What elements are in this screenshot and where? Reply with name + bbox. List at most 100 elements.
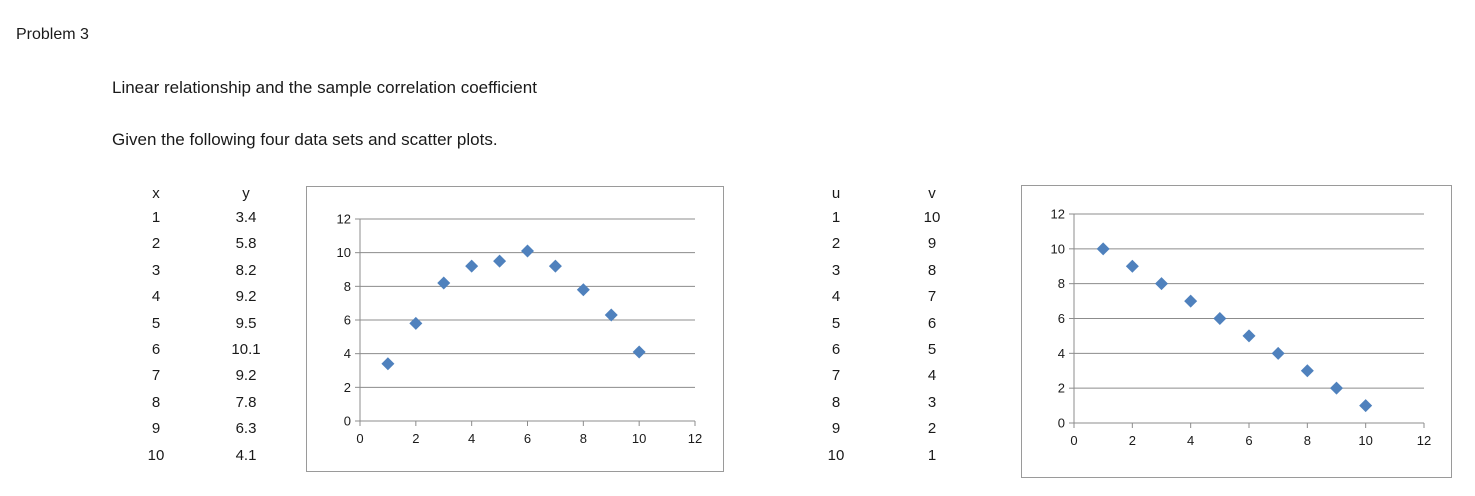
table2-v-cell: 3 bbox=[927, 393, 937, 411]
data-point bbox=[604, 308, 618, 322]
x-tick-label: 4 bbox=[1187, 433, 1194, 448]
table2-v-cell: 8 bbox=[927, 261, 937, 279]
y-tick-label: 2 bbox=[344, 380, 351, 395]
table2-u-cell: 5 bbox=[831, 314, 841, 332]
data-point bbox=[493, 254, 507, 268]
data-point bbox=[1271, 346, 1285, 360]
table1-y-cell: 3.4 bbox=[235, 209, 257, 226]
table1-x-cell: 5 bbox=[151, 314, 161, 332]
table1-y-cell: 6.3 bbox=[235, 420, 257, 438]
table2-v-cell: 10 bbox=[923, 209, 941, 226]
table1-x-cell: 3 bbox=[151, 261, 161, 279]
table2-u-cell: 2 bbox=[831, 235, 841, 253]
table1-y-cell: 5.8 bbox=[235, 235, 257, 253]
y-tick-label: 0 bbox=[1058, 416, 1065, 431]
y-tick-label: 12 bbox=[337, 212, 351, 227]
table2-u-cell: 6 bbox=[831, 340, 841, 358]
table1-y-cell: 7.8 bbox=[235, 393, 257, 411]
table2-v-cell: 5 bbox=[927, 340, 937, 358]
data-point bbox=[1155, 277, 1168, 291]
table1-x-cell: 10 bbox=[147, 446, 165, 464]
x-tick-label: 2 bbox=[412, 431, 419, 446]
table2-u-cell: 9 bbox=[831, 420, 841, 438]
table2-v-cell: 1 bbox=[927, 446, 937, 464]
table1-y-cell: 9.2 bbox=[235, 288, 257, 306]
table1-y-column: y 3.4 5.8 8.2 9.2 9.5 10.1 9.2 7.8 6.3 4… bbox=[222, 183, 270, 469]
x-tick-label: 6 bbox=[1245, 433, 1252, 448]
table1-x-column: x 1 2 3 4 5 6 7 8 9 10 bbox=[140, 183, 172, 469]
table1-y-cell: 9.5 bbox=[235, 314, 257, 332]
table2-v-cell: 4 bbox=[927, 367, 937, 385]
table1-y-cell: 9.2 bbox=[235, 367, 257, 385]
scatter-chart-uv: 0 2 4 6 8 10 12 0 2 4 6 8 10 12 bbox=[1021, 185, 1452, 478]
data-point bbox=[381, 357, 395, 371]
y-tick-label: 6 bbox=[1058, 311, 1065, 326]
y-tick-label: 4 bbox=[1058, 346, 1065, 361]
instructions-text: Given the following four data sets and s… bbox=[112, 130, 498, 149]
data-point bbox=[548, 259, 562, 273]
x-tick-label: 2 bbox=[1129, 433, 1136, 448]
table1-y-cell: 4.1 bbox=[235, 446, 257, 464]
table1-y-cell: 8.2 bbox=[235, 261, 257, 279]
x-tick-label: 12 bbox=[688, 431, 702, 446]
table2-v-cell: 2 bbox=[927, 420, 937, 438]
x-tick-label: 4 bbox=[468, 431, 475, 446]
table1-x-cell: 7 bbox=[151, 367, 161, 385]
data-point bbox=[465, 259, 479, 273]
table2-v-cell: 6 bbox=[927, 314, 937, 332]
table1-x-header: x bbox=[152, 185, 160, 202]
data-point bbox=[1359, 399, 1373, 413]
table2-u-cell: 1 bbox=[831, 209, 841, 226]
table1-x-cell: 6 bbox=[151, 340, 161, 358]
data-point bbox=[521, 244, 534, 258]
y-tick-label: 8 bbox=[344, 279, 351, 294]
y-tick-label: 6 bbox=[344, 313, 351, 328]
scatter-plot-xy: 0 2 4 6 8 10 12 0 2 4 6 8 10 12 bbox=[337, 212, 703, 447]
table1-x-cell: 8 bbox=[151, 393, 161, 411]
table2-v-column: v 10 9 8 7 6 5 4 3 2 1 bbox=[912, 183, 952, 469]
table2-v-cell: 7 bbox=[927, 288, 937, 306]
data-point bbox=[1125, 259, 1139, 273]
table2-v-cell: 9 bbox=[927, 235, 937, 253]
table1-x-cell: 4 bbox=[151, 288, 161, 306]
y-tick-label: 8 bbox=[1058, 276, 1065, 291]
table1-x-cell: 9 bbox=[151, 420, 161, 438]
data-point bbox=[437, 276, 451, 290]
table2-u-cell: 4 bbox=[831, 288, 841, 306]
x-tick-label: 8 bbox=[1304, 433, 1311, 448]
y-tick-label: 10 bbox=[1051, 241, 1065, 256]
scatter-plot-uv: 0 2 4 6 8 10 12 0 2 4 6 8 10 12 bbox=[1051, 207, 1432, 449]
y-tick-label: 12 bbox=[1051, 207, 1065, 222]
x-tick-label: 12 bbox=[1417, 433, 1431, 448]
problem-title: Problem 3 bbox=[16, 26, 89, 43]
table1-x-cell: 2 bbox=[151, 235, 161, 253]
table1-y-header: y bbox=[242, 185, 250, 202]
data-point bbox=[1242, 329, 1256, 343]
scatter-chart-xy: 0 2 4 6 8 10 12 0 2 4 6 8 10 12 bbox=[306, 186, 724, 472]
y-tick-label: 0 bbox=[344, 414, 351, 429]
y-tick-label: 4 bbox=[344, 346, 351, 361]
table1-y-cell: 10.1 bbox=[231, 340, 261, 358]
data-point bbox=[1300, 364, 1314, 378]
data-point bbox=[1330, 381, 1343, 395]
table2-u-column: u 1 2 3 4 5 6 7 8 9 10 bbox=[818, 183, 854, 469]
table2-u-cell: 8 bbox=[831, 393, 841, 411]
data-point bbox=[632, 345, 646, 359]
x-tick-label: 6 bbox=[524, 431, 531, 446]
data-point bbox=[1096, 242, 1110, 256]
data-point bbox=[409, 316, 423, 330]
data-point bbox=[1184, 294, 1198, 308]
table1-x-cell: 1 bbox=[151, 209, 161, 226]
data-point bbox=[1213, 312, 1227, 325]
table2-u-cell: 7 bbox=[831, 367, 841, 385]
table2-u-header: u bbox=[831, 185, 841, 202]
y-tick-label: 10 bbox=[337, 245, 351, 260]
y-tick-label: 2 bbox=[1058, 381, 1065, 396]
table2-u-cell: 10 bbox=[827, 446, 845, 464]
data-point bbox=[576, 283, 590, 297]
x-tick-label: 0 bbox=[1070, 433, 1077, 448]
x-tick-label: 8 bbox=[580, 431, 587, 446]
topic-heading: Linear relationship and the sample corre… bbox=[112, 78, 537, 97]
table2-u-cell: 3 bbox=[831, 261, 841, 279]
x-tick-label: 0 bbox=[356, 431, 363, 446]
